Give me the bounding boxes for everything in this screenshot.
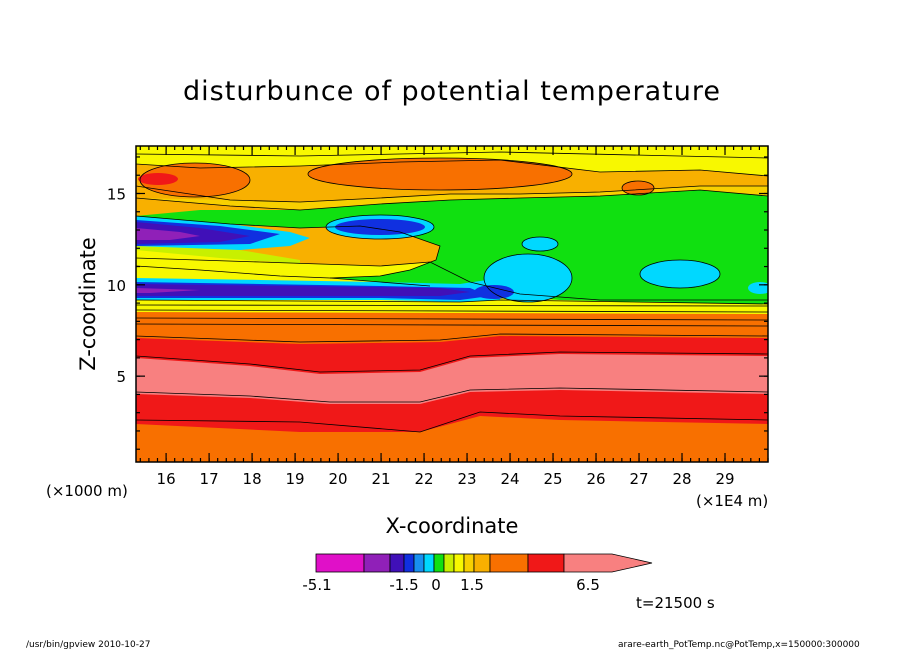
chart-title: disturbunce of potential temperature [183, 76, 721, 107]
blob-orange-small [622, 181, 654, 195]
blob-cyan-4 [640, 260, 720, 288]
x-tick-label: 29 [715, 470, 734, 488]
colorbar-label: 1.5 [460, 576, 484, 594]
contour-field [136, 146, 768, 462]
x-tick-label: 22 [415, 470, 434, 488]
colorbar: -5.1 -1.5 0 1.5 6.5 [302, 553, 653, 594]
band-yellow-top [136, 146, 768, 176]
colorbar-swatch [463, 553, 475, 573]
colorbar-label: 6.5 [576, 576, 600, 594]
blob-cyan-3 [522, 237, 558, 251]
footer-right: arare-earth_PotTemp.nc@PotTemp,x=150000:… [618, 640, 860, 650]
y-tick-label: 15 [107, 185, 126, 203]
colorbar-swatch [473, 553, 491, 573]
band-pink [136, 352, 768, 404]
axis-ticks [136, 146, 769, 462]
x-tick-label: 18 [243, 470, 262, 488]
colorbar-swatch [363, 553, 391, 573]
colorbar-swatch [423, 553, 435, 573]
x-tick-label: 26 [586, 470, 605, 488]
colorbar-swatch [433, 553, 445, 573]
colorbar-swatch [443, 553, 455, 573]
time-label: t=21500 s [636, 594, 715, 612]
colorbar-label: -1.5 [389, 576, 418, 594]
colorbar-arrow [563, 553, 653, 573]
x-tick-label: 21 [372, 470, 391, 488]
colorbar-swatch [389, 553, 405, 573]
x-unit-right: (×1E4 m) [696, 492, 769, 510]
band-darkblue-lower [136, 284, 470, 296]
colorbar-swatch [489, 553, 529, 573]
band-red-lower [136, 388, 768, 432]
x-tick-label: 28 [672, 470, 691, 488]
x-tick-label: 25 [543, 470, 562, 488]
x-unit-left: (×1000 m) [46, 482, 128, 500]
blob-blue-2 [474, 285, 514, 299]
colorbar-swatch [315, 553, 365, 573]
band-yellow-light [136, 186, 768, 210]
colorbar-swatch [527, 553, 565, 573]
band-purple-lower [136, 288, 200, 293]
x-tick-label: 20 [329, 470, 348, 488]
colorbar-label: 0 [431, 576, 441, 594]
blob-orange-top-left [140, 163, 250, 197]
y-tick-label: 10 [107, 277, 126, 295]
band-purple-upper [136, 228, 200, 240]
colorbar-swatch [403, 553, 415, 573]
x-tick-label: 27 [629, 470, 648, 488]
colorbar-swatch [413, 553, 425, 573]
y-axis-label: Z-coordinate [76, 237, 100, 371]
band-green [136, 190, 768, 304]
colorbar-label: -5.1 [302, 576, 331, 594]
axis-tick-labels: 16 17 18 19 20 21 22 23 24 25 26 27 28 29 5 10 15 [107, 185, 735, 488]
colorbar-swatch [453, 553, 465, 573]
blob-orange-top-mid [308, 158, 572, 190]
x-tick-label: 23 [458, 470, 477, 488]
plot-frame [135, 145, 769, 463]
y-tick-label: 5 [116, 368, 126, 386]
x-tick-label: 17 [200, 470, 219, 488]
x-axis-label: X-coordinate [385, 514, 519, 538]
footer-left: /usr/bin/gpview 2010-10-27 [26, 640, 151, 650]
x-tick-label: 19 [286, 470, 305, 488]
x-tick-label: 24 [500, 470, 519, 488]
blob-red-top [138, 173, 178, 185]
contour-lines [136, 151, 768, 433]
x-tick-label: 16 [157, 470, 176, 488]
blob-blue-1 [335, 219, 425, 235]
band-red-upper [136, 334, 768, 374]
